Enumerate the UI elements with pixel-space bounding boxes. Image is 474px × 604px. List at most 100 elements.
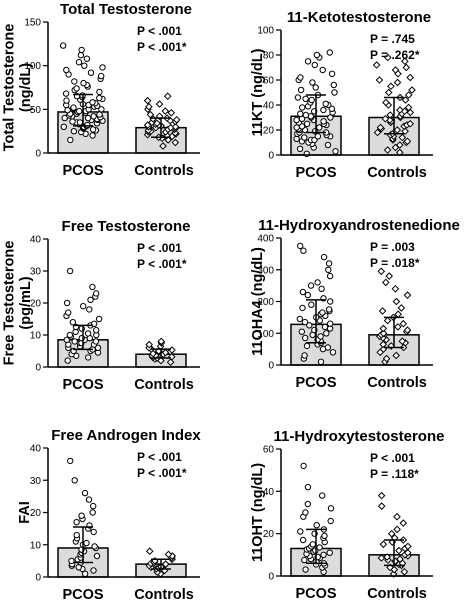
data-point (93, 327, 100, 334)
y-tick-label: 0 (35, 573, 41, 584)
data-point (406, 119, 415, 128)
data-point (301, 318, 309, 326)
panel-6: 11-Hydroxytestosterone 11OHT (ng/dL)0 20 40… (250, 428, 444, 602)
data-point (403, 291, 412, 300)
data-point (313, 51, 321, 59)
data-point (95, 315, 103, 323)
y-axis-label: Free Testosterone(pg/mL) (2, 241, 35, 366)
y-tick-label: 40 (30, 235, 42, 246)
error-bar (151, 558, 171, 570)
data-point (328, 105, 335, 113)
data-point (159, 142, 167, 150)
data-point (92, 338, 100, 345)
data-point (379, 329, 388, 338)
data-point (161, 107, 170, 115)
category-label: Controls (134, 377, 194, 393)
data-point (91, 543, 98, 550)
data-point (85, 354, 92, 361)
data-point (382, 98, 390, 107)
data-point (313, 522, 320, 529)
data-point (385, 272, 394, 280)
data-point (89, 283, 96, 291)
data-point (297, 528, 304, 535)
data-point (398, 337, 407, 346)
chart-title: Free Androgen Index (51, 427, 201, 444)
data-point (332, 148, 339, 155)
error-bar (384, 316, 404, 349)
data-point (167, 108, 176, 117)
panel-2: 11-Ketotestosterone 11KT (ng/dL) 0 20 40 60 80… (250, 9, 433, 181)
y-tick-label: 0 (268, 572, 274, 583)
data-point (302, 509, 309, 516)
chart-title: Total Testosterone (60, 1, 192, 18)
data-point (406, 73, 415, 82)
data-point (379, 324, 388, 333)
data-point (309, 79, 316, 86)
data-point (67, 136, 74, 144)
data-point (171, 122, 180, 131)
data-point (323, 330, 330, 337)
data-point (379, 340, 388, 349)
chart-title: Free Testosterone (62, 218, 191, 235)
data-point (84, 330, 92, 337)
category-label: Controls (134, 587, 194, 603)
data-point (293, 116, 300, 124)
data-point (73, 85, 80, 92)
data-point (96, 94, 103, 102)
data-point (69, 118, 76, 125)
data-point (326, 49, 333, 56)
data-point (321, 532, 328, 539)
data-point (67, 457, 74, 465)
data-point (163, 92, 172, 101)
data-point (89, 126, 97, 133)
p-value-annotation: P = .262* (370, 48, 420, 62)
data-point (381, 278, 390, 287)
data-point (308, 301, 315, 308)
y-tick-label: 0 (268, 151, 274, 162)
data-point (316, 124, 323, 131)
data-point (71, 338, 78, 345)
error-bar (306, 299, 326, 344)
data-point (386, 111, 395, 119)
data-point (70, 128, 78, 135)
data-point (94, 344, 102, 351)
data-point (391, 284, 400, 293)
category-label: Controls (367, 165, 427, 181)
panel-3: Free Testosterone Free Testosterone(pg/mL… (2, 218, 200, 393)
data-point (325, 306, 333, 313)
category-label: PCOS (62, 587, 103, 603)
data-point (377, 491, 386, 500)
y-axis-label: 11OHA4 (ng/dL) (250, 247, 266, 356)
y-axis-label: Total Testosterone(ng/dL) (2, 24, 35, 152)
data-point (71, 477, 78, 484)
data-point (320, 253, 328, 261)
data-point (166, 358, 175, 367)
category-label: PCOS (62, 377, 103, 393)
category-label: PCOS (295, 586, 336, 602)
data-point (90, 502, 97, 510)
panel-1: Total Testosterone Total Testosterone(ng/… (2, 1, 200, 179)
data-point (63, 336, 71, 343)
data-point (327, 505, 335, 512)
data-point (317, 333, 324, 340)
data-point (73, 531, 80, 539)
data-point (391, 66, 400, 74)
data-point (71, 78, 78, 85)
data-point (324, 141, 332, 149)
y-tick-label: 10 (30, 540, 42, 551)
data-point (397, 304, 406, 312)
data-point (329, 349, 337, 356)
p-value-annotation: P = .118* (370, 467, 419, 481)
data-point (89, 509, 96, 516)
data-point (65, 309, 72, 316)
data-point (379, 540, 388, 549)
y-tick-label: 100 (257, 26, 274, 37)
data-point (98, 106, 105, 113)
data-point (314, 133, 322, 140)
y-tick-label: 10 (30, 331, 42, 342)
data-point (302, 566, 309, 573)
y-tick-label: 50 (30, 105, 42, 116)
data-point (87, 69, 95, 76)
data-point (377, 502, 386, 511)
data-point (376, 123, 385, 132)
